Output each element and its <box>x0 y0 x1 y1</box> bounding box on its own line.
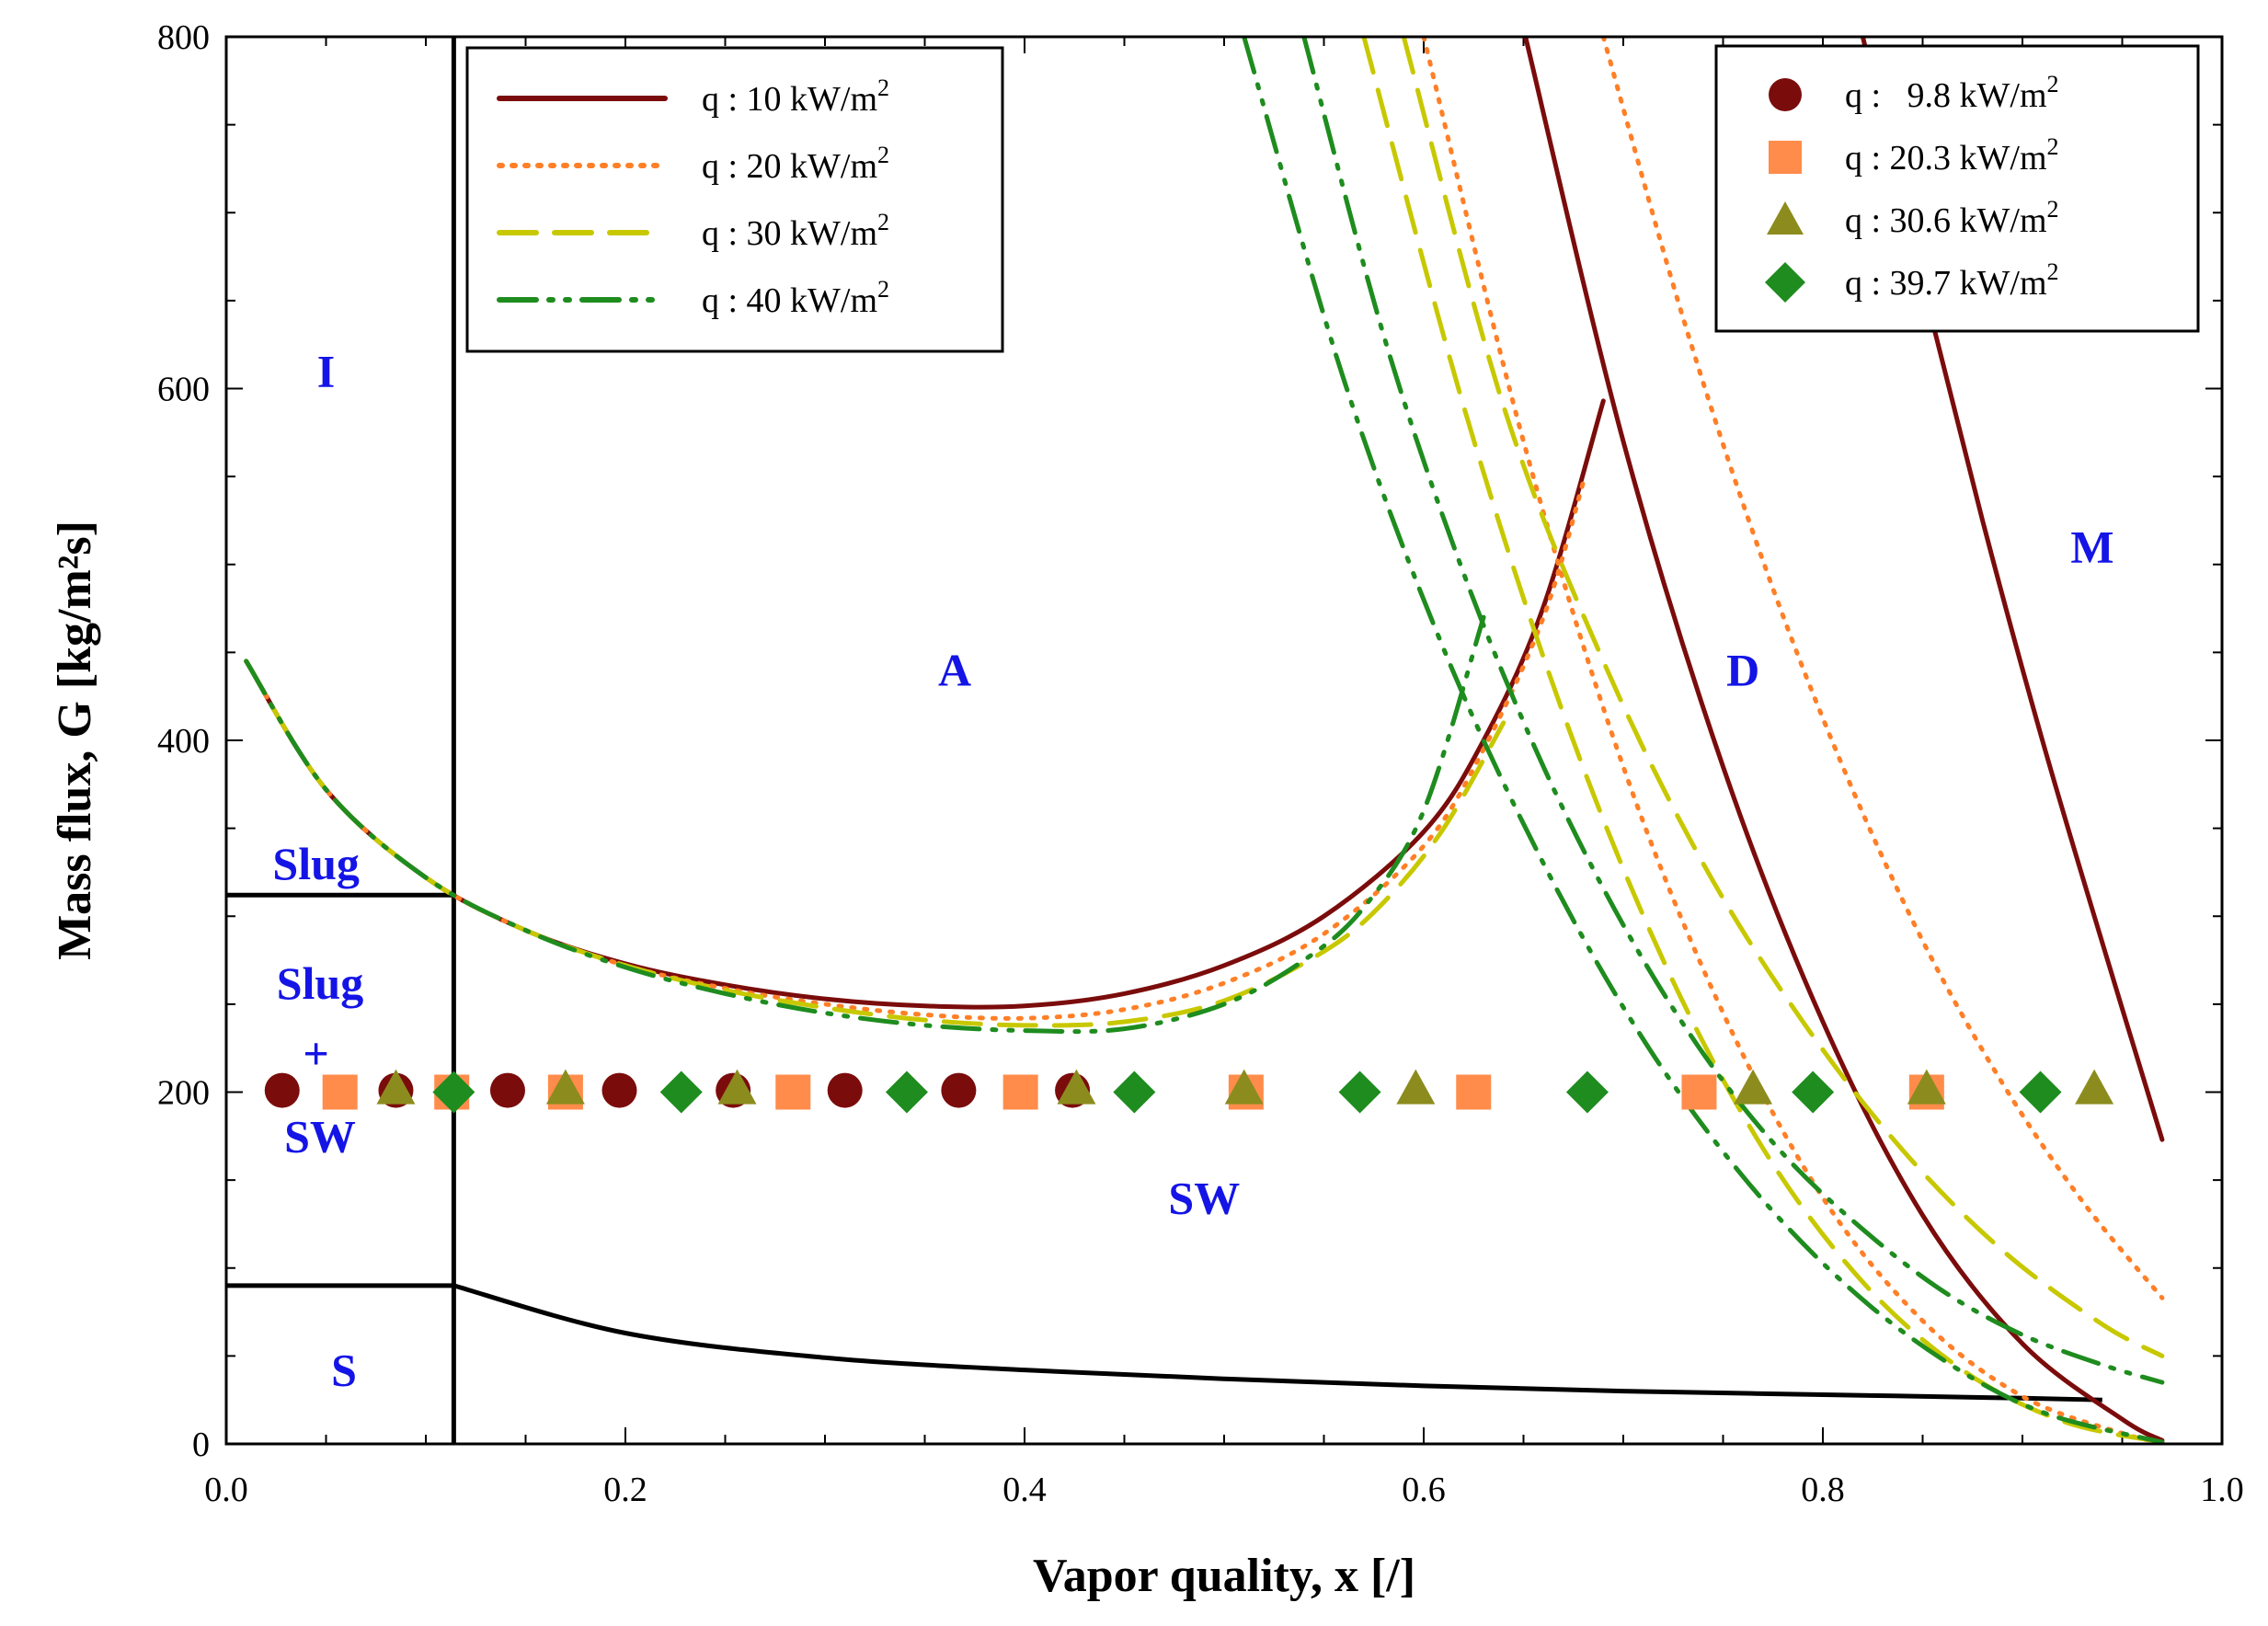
legend-superscript: 2 <box>2047 196 2059 223</box>
legend-marker-swatch <box>1765 262 1805 303</box>
marker-triangle-3 <box>717 1069 757 1105</box>
series-line-3-segment-3 <box>1401 37 2165 1358</box>
legend-superscript: 2 <box>2047 71 2059 97</box>
legend-marker-label: q : 9.8 kW/m2 <box>1845 71 2059 115</box>
regime-boundaries <box>226 37 2102 1444</box>
marker-diamond-4 <box>1113 1071 1156 1114</box>
region-label: SW <box>284 1110 356 1162</box>
marker-circle-6 <box>827 1072 863 1108</box>
marker-triangle-7 <box>1734 1069 1773 1105</box>
region-label: Slug <box>272 838 360 889</box>
series-line-4-segment-3 <box>1301 37 2165 1385</box>
legend-superscript: 2 <box>2047 133 2059 160</box>
x-tick-label: 0.0 <box>204 1471 248 1509</box>
marker-square-4 <box>775 1074 811 1110</box>
marker-diamond-2 <box>659 1071 703 1114</box>
region-label: Slug <box>277 957 364 1009</box>
marker-triangle-9 <box>2075 1069 2114 1105</box>
y-tick-label: 600 <box>157 371 210 409</box>
legend-marker-label: q : 20.3 kW/m2 <box>1845 133 2059 177</box>
x-tick-label: 1.0 <box>2200 1471 2244 1509</box>
marker-circle-1 <box>264 1072 300 1108</box>
legend-lines: q : 10 kW/m2 q : 20 kW/m2 q : 30 kW/m2 q : … <box>465 46 1004 353</box>
marker-circle-3 <box>489 1072 525 1108</box>
legend-marker-swatch <box>1769 78 1802 111</box>
legend-line-label: q : 20 kW/m2 <box>702 142 889 186</box>
legend-superscript: 2 <box>877 209 889 235</box>
marker-diamond-6 <box>1565 1071 1609 1114</box>
legend-superscript: 2 <box>877 142 889 168</box>
marker-triangle-2 <box>545 1069 585 1105</box>
legend-line-label: q : 30 kW/m2 <box>702 209 889 253</box>
region-label: S <box>331 1345 357 1396</box>
marker-triangle-6 <box>1396 1069 1436 1105</box>
region-label: I <box>317 345 335 396</box>
marker-square-1 <box>322 1074 358 1110</box>
marker-square-8 <box>1681 1074 1717 1110</box>
legend-line-label: q : 40 kW/m2 <box>702 276 889 320</box>
marker-triangle-5 <box>1224 1069 1264 1105</box>
series-line-4-segment-2 <box>1242 37 2165 1444</box>
series-line-4-segment-1 <box>244 614 1486 1035</box>
legend-marker-label: q : 39.7 kW/m2 <box>1845 258 2059 303</box>
series-line-1-segment-1 <box>244 398 1606 1010</box>
legend-line-label: q : 10 kW/m2 <box>702 74 889 119</box>
region-label: SW <box>1168 1172 1240 1223</box>
legend-superscript: 2 <box>877 276 889 303</box>
y-tick-label: 200 <box>157 1074 210 1113</box>
legend-superscript: 2 <box>877 74 889 101</box>
x-axis-title: Vapor quality, x [/] <box>1033 1550 1415 1602</box>
y-axis-title: Mass flux, G [kg/m²s] <box>49 521 101 960</box>
series-line-1-segment-2 <box>1523 37 2165 1443</box>
legend-marker-label: q : 30.6 kW/m2 <box>1845 196 2059 240</box>
plot-frame <box>224 35 2224 1446</box>
y-tick-label: 0 <box>192 1426 210 1464</box>
x-tick-label: 0.8 <box>1801 1471 1845 1509</box>
marker-diamond-8 <box>2019 1071 2062 1114</box>
legend-marker-swatch <box>1769 141 1802 174</box>
data-markers <box>264 1069 2114 1114</box>
region-label: A <box>938 645 971 696</box>
marker-triangle-4 <box>1057 1069 1096 1105</box>
y-tick-label: 800 <box>157 18 210 57</box>
legend-marker-swatch <box>1767 201 1804 235</box>
legend-superscript: 2 <box>2047 258 2059 285</box>
marker-circle-7 <box>941 1072 977 1108</box>
marker-diamond-7 <box>1792 1071 1835 1114</box>
series-line-2-segment-1 <box>244 479 1586 1021</box>
series-line-2-segment-3 <box>1600 37 2165 1300</box>
series-line-3-segment-1 <box>244 658 1506 1028</box>
series-lines <box>244 37 2165 1444</box>
x-tick-label: 0.4 <box>1002 1471 1047 1509</box>
legend-markers: q : 9.8 kW/m2 q : 20.3 kW/m2 q : 30.6 kW/m… <box>1714 44 2200 333</box>
marker-circle-4 <box>601 1072 637 1108</box>
x-tick-label: 0.6 <box>1402 1471 1446 1509</box>
marker-square-5 <box>1002 1074 1038 1110</box>
region-labels: I Slug Slug + SW S A SW D M <box>272 345 2113 1395</box>
marker-diamond-5 <box>1338 1071 1381 1114</box>
marker-diamond-1 <box>432 1071 475 1114</box>
marker-triangle-8 <box>1907 1069 1946 1105</box>
y-tick-label: 400 <box>157 722 210 761</box>
marker-diamond-3 <box>885 1071 928 1114</box>
region-label: M <box>2070 521 2113 573</box>
boundary-stratified <box>452 1283 2102 1403</box>
series-line-2-segment-2 <box>1421 37 2165 1444</box>
x-tick-label: 0.2 <box>603 1471 647 1509</box>
region-label: D <box>1726 645 1759 696</box>
marker-triangle-1 <box>376 1069 416 1105</box>
tick-labels: 0.0 0.2 0.4 0.6 0.8 1.0 0 200 400 600 800 <box>157 18 2244 1509</box>
marker-square-7 <box>1456 1074 1492 1110</box>
region-label: + <box>303 1027 329 1079</box>
